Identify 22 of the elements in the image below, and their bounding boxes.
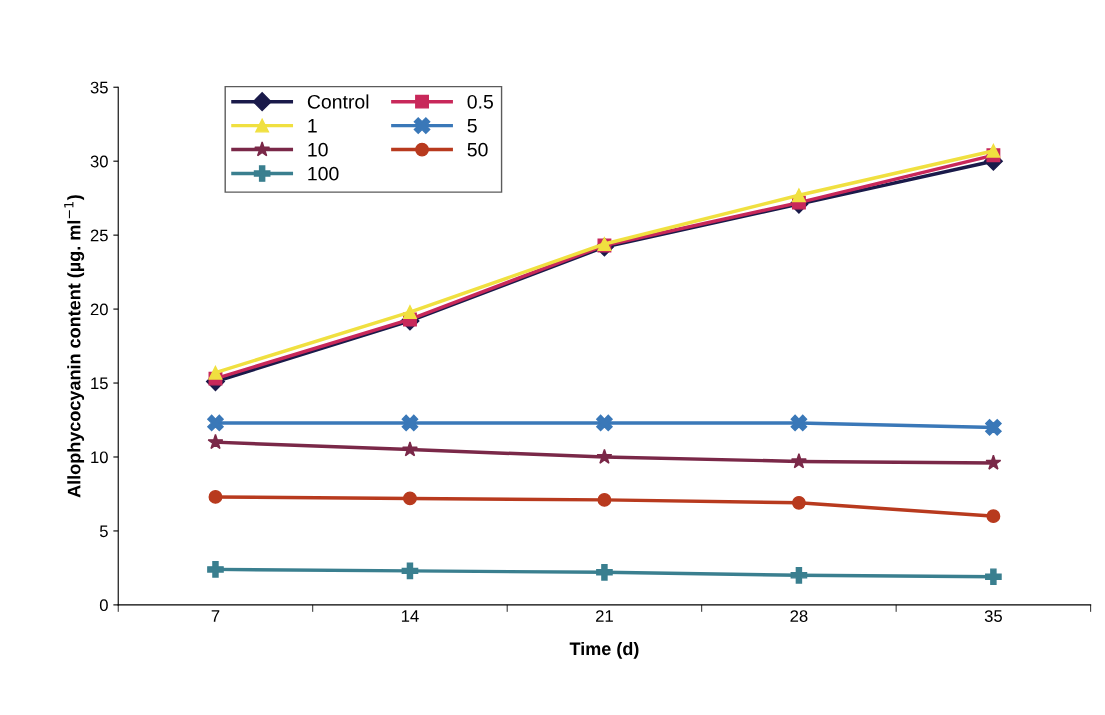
x-tick-label: 21 xyxy=(596,610,613,622)
x-axis-title: Time (d) xyxy=(569,641,639,659)
legend-label: 0.5 xyxy=(467,94,493,109)
y-tick-label: 0 xyxy=(99,599,108,612)
legend-label: 10 xyxy=(308,142,328,157)
legend-label: 100 xyxy=(308,166,339,181)
y-tick-label: 5 xyxy=(99,525,108,538)
x-tick-label: 28 xyxy=(790,610,808,622)
legend-label: 1 xyxy=(308,119,317,133)
x-tick-label: 7 xyxy=(211,610,220,622)
legend-label: 5 xyxy=(467,119,477,133)
y-tick-label: 15 xyxy=(91,377,108,390)
x-tick-label: 14 xyxy=(401,610,419,622)
y-tick-label: 10 xyxy=(91,451,108,464)
x-tick-label: 35 xyxy=(984,610,1002,622)
y-axis-title: Allophycocyanin content (µg. ml$^{−1}$) xyxy=(64,195,85,498)
legend-label: 50 xyxy=(467,142,488,157)
y-tick-label: 30 xyxy=(90,155,108,168)
legend-label: Control xyxy=(307,94,369,109)
y-tick-label: 35 xyxy=(90,81,108,94)
y-tick-label: 25 xyxy=(90,229,108,242)
y-tick-label: 20 xyxy=(90,303,108,316)
